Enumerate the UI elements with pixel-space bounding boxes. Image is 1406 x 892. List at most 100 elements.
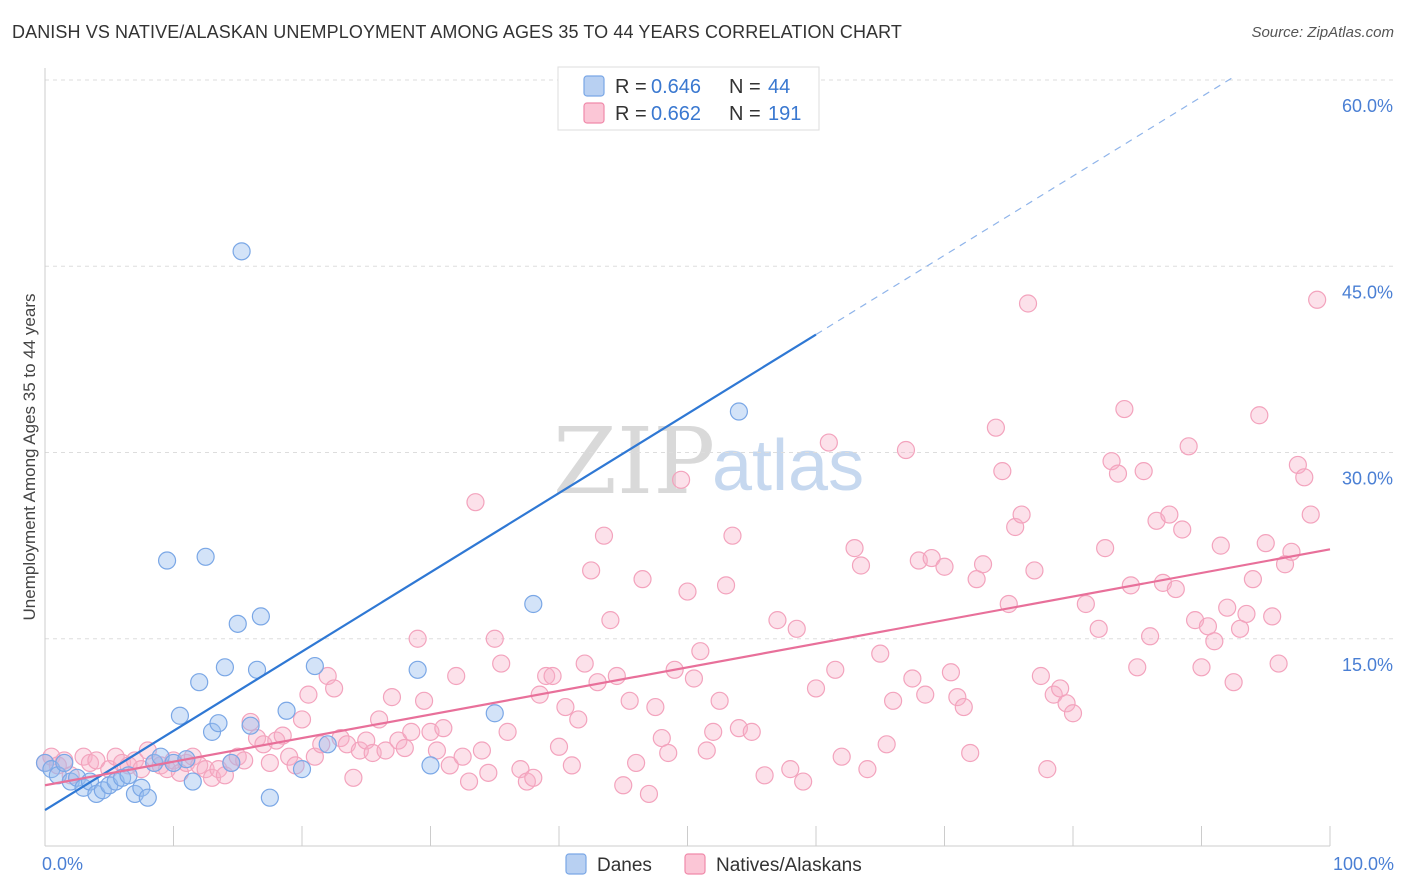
natives-point: [845, 539, 864, 558]
natives-point: [1140, 627, 1160, 646]
natives-point: [472, 741, 491, 760]
natives-point: [260, 753, 279, 773]
natives-n-label: N =: [729, 103, 761, 125]
natives-point: [479, 763, 498, 782]
natives-point: [691, 642, 710, 661]
danes-point: [196, 547, 215, 566]
danes-point: [222, 753, 241, 773]
natives-point: [1063, 704, 1083, 723]
danes-point: [190, 673, 209, 692]
natives-bottom-label: Natives/Alaskans: [716, 855, 862, 876]
natives-point: [948, 688, 967, 707]
natives-point: [485, 629, 504, 648]
gridlines: [45, 79, 1395, 640]
natives-point: [549, 737, 569, 756]
natives-point: [858, 760, 877, 779]
danes-point: [292, 760, 312, 779]
natives-point: [1243, 570, 1263, 589]
danes-n-label: N =: [729, 76, 761, 98]
danes-r-label: R =: [615, 76, 647, 98]
natives-point: [414, 691, 434, 710]
natives-point: [434, 719, 453, 738]
natives-point: [466, 493, 485, 512]
natives-point: [292, 710, 312, 729]
natives-point: [408, 629, 427, 648]
natives-point: [299, 685, 318, 704]
natives-point: [395, 738, 414, 758]
natives-point: [1025, 561, 1044, 580]
natives-point: [537, 666, 556, 686]
natives-point: [986, 418, 1006, 437]
x-tick-label-min: 0.0%: [42, 854, 83, 874]
natives-point: [447, 666, 466, 686]
natives-point: [806, 679, 826, 698]
tick-labels: 15.0% 30.0% 45.0% 60.0% 0.0% 100.0%: [42, 96, 1394, 874]
natives-point: [1224, 673, 1243, 692]
source-label: Source: ZipAtlas.com: [1251, 24, 1394, 41]
natives-point: [697, 741, 716, 760]
natives-point: [916, 685, 935, 704]
natives-point: [1218, 598, 1237, 617]
danes-point: [228, 614, 247, 633]
natives-point: [1192, 658, 1211, 677]
danes-point: [305, 656, 324, 676]
natives-point: [87, 751, 106, 770]
danes-r-value: 0.646: [651, 76, 701, 98]
chart-title: DANISH VS NATIVE/ALASKAN UNEMPLOYMENT AM…: [12, 22, 903, 42]
natives-point: [1263, 607, 1282, 626]
natives-point: [1269, 654, 1288, 673]
natives-point: [1173, 520, 1192, 539]
natives-point: [941, 663, 961, 682]
natives-point: [614, 776, 633, 795]
danes-point: [277, 701, 296, 720]
danes-point: [485, 704, 504, 723]
natives-point: [639, 784, 659, 804]
natives-point: [826, 660, 845, 679]
natives-point: [575, 654, 594, 673]
natives-point: [704, 722, 723, 741]
danes-point: [209, 714, 228, 733]
danes-point: [215, 658, 234, 677]
natives-point: [819, 433, 838, 452]
danes-point: [138, 788, 157, 807]
danes-point: [251, 607, 270, 626]
natives-point: [871, 644, 890, 663]
danes-point: [232, 242, 251, 261]
natives-point: [601, 611, 620, 630]
natives-point: [877, 735, 896, 754]
y-tick-label: 30.0%: [1342, 469, 1393, 489]
natives-point: [1134, 462, 1153, 481]
natives-point: [1096, 539, 1115, 558]
danes-n-value: 44: [768, 76, 790, 98]
natives-point: [1108, 464, 1128, 483]
y-axis-label: Unemployment Among Ages 35 to 44 years: [20, 294, 39, 621]
natives-r-value: 0.662: [651, 103, 701, 125]
watermark-atlas: atlas: [712, 426, 864, 506]
natives-point: [626, 753, 646, 773]
natives-legend-swatch: [583, 102, 605, 124]
natives-point: [402, 722, 421, 741]
trend-lines: [44, 76, 1331, 812]
natives-point: [993, 462, 1012, 481]
natives-point: [659, 743, 678, 763]
stats-legend: R = 0.646 N = 44 R = 0.662 N = 191: [557, 66, 820, 131]
natives-point: [1295, 468, 1314, 487]
y-tick-label: 60.0%: [1342, 96, 1393, 116]
natives-trend-line: [44, 548, 1331, 787]
natives-point: [1166, 579, 1185, 599]
natives-point: [954, 697, 973, 717]
natives-point: [376, 741, 395, 760]
danes-point: [318, 735, 337, 754]
natives-point: [973, 555, 993, 574]
natives-point: [1012, 505, 1031, 524]
natives-point: [1076, 594, 1095, 614]
danes-point: [157, 551, 177, 570]
series-legend: Danes Natives/Alaskans: [565, 853, 862, 876]
natives-point: [1211, 536, 1230, 555]
natives-point: [961, 743, 980, 763]
natives-point: [459, 772, 479, 791]
natives-point: [1308, 290, 1327, 309]
natives-point: [832, 747, 851, 766]
natives-point: [1250, 406, 1269, 425]
